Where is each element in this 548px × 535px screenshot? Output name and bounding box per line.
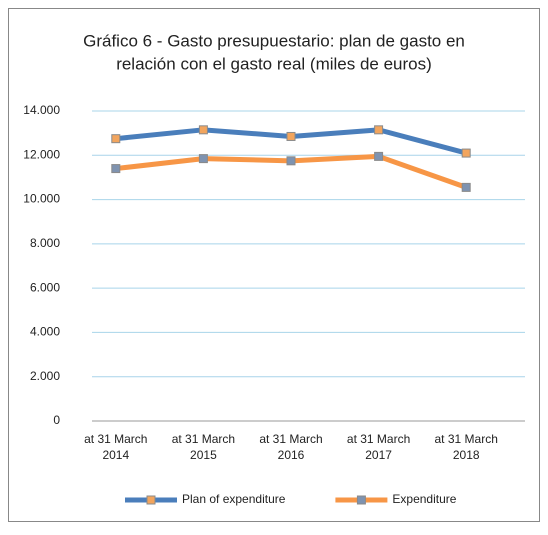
x-tick-label: at 31 March 2015	[172, 432, 235, 462]
marker	[286, 156, 296, 166]
y-tick-label: 8.000	[30, 236, 60, 250]
marker	[198, 154, 208, 164]
y-tick-label: 10.000	[23, 192, 60, 206]
x-tick-label: at 31 March 2016	[259, 432, 322, 462]
marker	[461, 182, 471, 192]
legend-label: Expenditure	[392, 492, 456, 506]
marker	[111, 134, 121, 144]
chart-frame	[8, 8, 540, 522]
legend-marker	[146, 495, 156, 505]
y-tick-label: 0	[53, 413, 60, 427]
marker	[374, 125, 384, 135]
marker	[461, 148, 471, 158]
marker	[286, 131, 296, 141]
marker	[198, 125, 208, 135]
legend-label: Plan of expenditure	[182, 492, 286, 506]
x-tick-label: at 31 March 2014	[84, 432, 147, 462]
x-tick-label: at 31 March 2017	[347, 432, 410, 462]
y-tick-label: 14.000	[23, 103, 60, 117]
marker	[111, 164, 121, 174]
y-tick-label: 4.000	[30, 325, 60, 339]
y-tick-label: 2.000	[30, 369, 60, 383]
chart-title: Gráfico 6 - Gasto presupuestario: plan d…	[83, 31, 465, 50]
y-tick-label: 6.000	[30, 280, 60, 294]
legend-marker	[356, 495, 366, 505]
y-tick-label: 12.000	[23, 147, 60, 161]
x-tick-label: at 31 March 2018	[435, 432, 498, 462]
chart-title: relación con el gasto real (miles de eur…	[116, 54, 432, 73]
marker	[374, 151, 384, 161]
